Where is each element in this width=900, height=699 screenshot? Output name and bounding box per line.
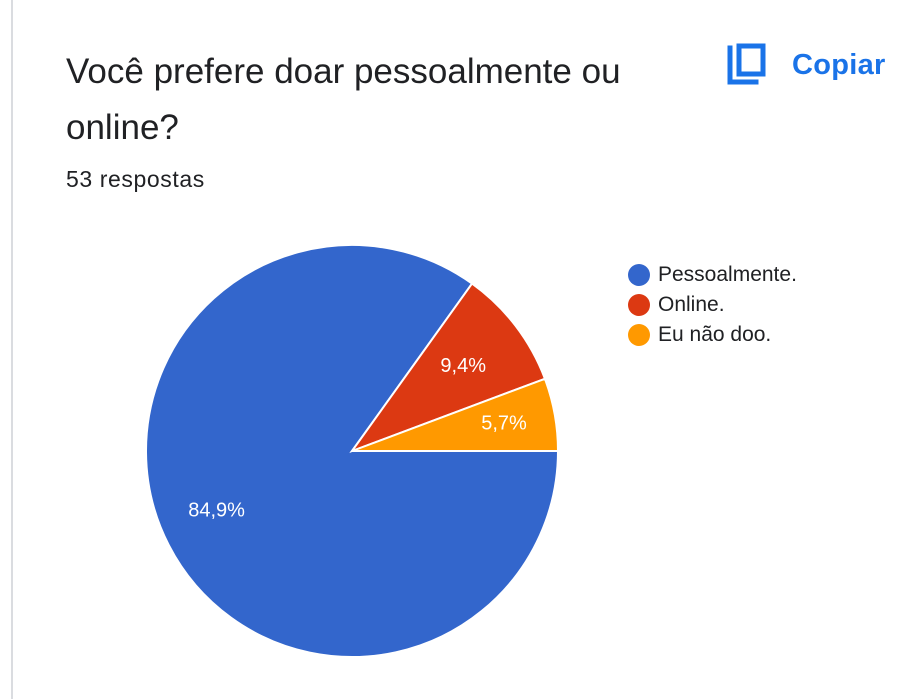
- pie-label-eu-nao-doo: 5,7%: [481, 413, 527, 435]
- pie-label-online: 9,4%: [440, 355, 486, 377]
- pie-label-pessoalmente: 84,9%: [188, 499, 245, 521]
- question-title: Você prefere doar pessoalmente ou online…: [66, 52, 621, 147]
- legend-label: Eu não doo.: [658, 323, 772, 346]
- chart-legend: Pessoalmente. Online. Eu não doo.: [628, 260, 797, 350]
- card-left-border: [11, 0, 13, 699]
- pie-slice-eu-nao-doo[interactable]: [351, 377, 560, 452]
- legend-swatch: [628, 324, 650, 346]
- copy-button-label: Copiar: [792, 48, 886, 81]
- legend-label: Online.: [658, 293, 725, 316]
- legend-label: Pessoalmente.: [658, 263, 797, 286]
- copy-chart-button[interactable]: Copiar: [724, 40, 886, 90]
- legend-item-eu-nao-doo[interactable]: Eu não doo.: [628, 320, 797, 350]
- legend-item-online[interactable]: Online.: [628, 290, 797, 320]
- legend-swatch: [628, 264, 650, 286]
- legend-item-pessoalmente[interactable]: Pessoalmente.: [628, 260, 797, 290]
- pie-slice-online[interactable]: [349, 282, 547, 454]
- copy-icon: [727, 43, 766, 85]
- response-count: 53 respostas: [66, 166, 205, 192]
- legend-swatch: [628, 294, 650, 316]
